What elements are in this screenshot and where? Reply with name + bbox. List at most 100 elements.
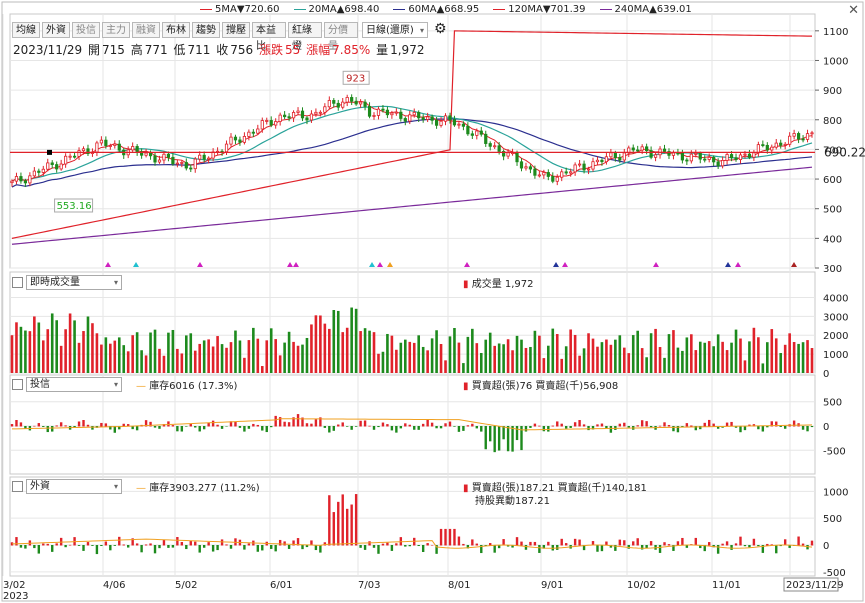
trust-bar bbox=[564, 426, 568, 429]
volume-bar bbox=[265, 340, 269, 373]
volume-bar bbox=[122, 345, 126, 373]
candle-body bbox=[493, 145, 497, 148]
volume-tick-label: 3000 bbox=[823, 312, 848, 323]
toolbar-button-8[interactable]: 本益比 bbox=[252, 22, 286, 52]
volume-bar bbox=[430, 338, 434, 373]
trust-bar bbox=[256, 424, 260, 427]
foreign-bar bbox=[328, 495, 331, 546]
foreign-bar bbox=[408, 545, 411, 547]
candle-body bbox=[23, 180, 28, 184]
volume-bar bbox=[752, 327, 756, 373]
candle-body bbox=[667, 151, 671, 156]
price-tick-label: 400 bbox=[823, 234, 842, 245]
volume-select[interactable]: 即時成交量 ▾ bbox=[26, 275, 122, 290]
candle-body bbox=[367, 105, 372, 117]
year-label: 2023 bbox=[3, 591, 28, 602]
foreign-bar bbox=[636, 538, 639, 546]
trust-bar bbox=[457, 426, 461, 432]
candle-body bbox=[752, 152, 756, 158]
foreign-bar bbox=[582, 545, 586, 551]
date-tick-label: 9/01 bbox=[541, 580, 563, 591]
trust-bar bbox=[189, 423, 192, 427]
volume-bar bbox=[354, 308, 358, 373]
candle-body bbox=[162, 153, 166, 161]
volume-bar bbox=[578, 355, 581, 373]
candle-body bbox=[256, 128, 260, 134]
close-icon[interactable]: ✕ bbox=[848, 3, 859, 18]
trust-bar bbox=[573, 422, 577, 427]
trust-bar bbox=[739, 426, 742, 433]
toolbar-button-9[interactable]: 紅綠燈 bbox=[288, 22, 322, 52]
foreign-bar bbox=[180, 542, 184, 546]
signal-marker bbox=[653, 262, 659, 267]
volume-bar bbox=[801, 342, 805, 373]
candle-body bbox=[770, 146, 774, 151]
toolbar-button-5[interactable]: 布林 bbox=[162, 22, 190, 38]
foreign-bar bbox=[350, 504, 353, 546]
candle-body bbox=[537, 174, 541, 177]
signal-marker bbox=[133, 262, 139, 267]
foreign-bar bbox=[417, 545, 420, 547]
volume-bar bbox=[323, 323, 327, 373]
trust-bar bbox=[59, 422, 63, 427]
volume-bar bbox=[734, 329, 738, 373]
volume-panel-toggle[interactable] bbox=[12, 277, 23, 288]
toolbar-button-2[interactable]: 投信 bbox=[72, 22, 100, 38]
candle-body bbox=[318, 111, 322, 114]
volume-bar bbox=[41, 340, 45, 373]
trust-panel-toggle[interactable] bbox=[12, 379, 23, 390]
foreign-bar bbox=[448, 528, 452, 546]
trust-bar bbox=[386, 424, 389, 427]
foreign-bar bbox=[556, 545, 559, 550]
foreign-select[interactable]: 外資 ▾ bbox=[26, 479, 122, 494]
candle-body bbox=[184, 162, 188, 169]
trust-select[interactable]: 投信 ▾ bbox=[26, 377, 122, 392]
foreign-bar bbox=[270, 545, 273, 549]
volume-bar bbox=[774, 338, 778, 373]
legend-240ma: 240MA▲639.01 bbox=[599, 4, 692, 15]
trust-bar bbox=[252, 423, 255, 427]
foreign-bar bbox=[274, 545, 277, 552]
volume-bar bbox=[341, 332, 345, 373]
foreign-bar bbox=[591, 541, 595, 546]
foreign-bar bbox=[323, 542, 327, 546]
volume-bar bbox=[377, 353, 380, 373]
toolbar-button-7[interactable]: 撐壓 bbox=[222, 22, 250, 38]
trust-bar bbox=[283, 421, 286, 427]
volume-bar bbox=[627, 353, 631, 373]
volume-bar bbox=[180, 353, 184, 373]
foreign-panel-toggle[interactable] bbox=[12, 481, 23, 492]
foreign-bar bbox=[716, 545, 720, 554]
legend-5ma: 5MA▼720.60 bbox=[200, 4, 280, 15]
toolbar-button-6[interactable]: 趨勢 bbox=[192, 22, 220, 38]
candle-body bbox=[166, 153, 171, 158]
gear-icon[interactable]: ⚙ bbox=[434, 21, 447, 37]
toolbar-button-3[interactable]: 主力 bbox=[102, 22, 130, 38]
candle-body bbox=[542, 172, 546, 176]
trust-bar bbox=[341, 422, 344, 427]
candle-body bbox=[95, 142, 99, 153]
volume-bar bbox=[368, 330, 371, 373]
period-select[interactable]: 日線(還原) ▾ bbox=[362, 22, 428, 38]
toolbar-button-0[interactable]: 均線 bbox=[12, 22, 40, 38]
foreign-bar bbox=[757, 545, 760, 547]
foreign-bar bbox=[703, 545, 706, 552]
trust-bar bbox=[127, 424, 130, 427]
trust-bar bbox=[345, 426, 349, 427]
foreign-bar bbox=[24, 545, 27, 549]
toolbar-button-4[interactable]: 融資 bbox=[132, 22, 160, 38]
trust-bar bbox=[185, 426, 188, 427]
volume-bar bbox=[28, 331, 32, 373]
toolbar-button-10[interactable]: 分價量 bbox=[324, 22, 358, 52]
price-tick-label: 500 bbox=[823, 205, 842, 216]
candle-body bbox=[475, 130, 479, 136]
foreign-bar bbox=[368, 541, 371, 546]
candle-body bbox=[345, 97, 349, 103]
toolbar-button-1[interactable]: 外資 bbox=[42, 22, 70, 38]
foreign-bar bbox=[202, 545, 206, 548]
candle-body bbox=[707, 156, 711, 160]
volume-bar bbox=[274, 339, 277, 373]
volume-bar bbox=[19, 326, 23, 373]
volume-bar bbox=[605, 339, 608, 373]
foreign-bar bbox=[752, 538, 756, 546]
